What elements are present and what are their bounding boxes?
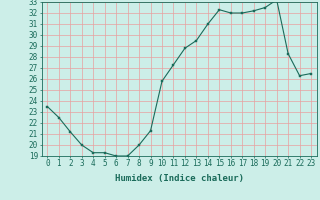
X-axis label: Humidex (Indice chaleur): Humidex (Indice chaleur) xyxy=(115,174,244,183)
